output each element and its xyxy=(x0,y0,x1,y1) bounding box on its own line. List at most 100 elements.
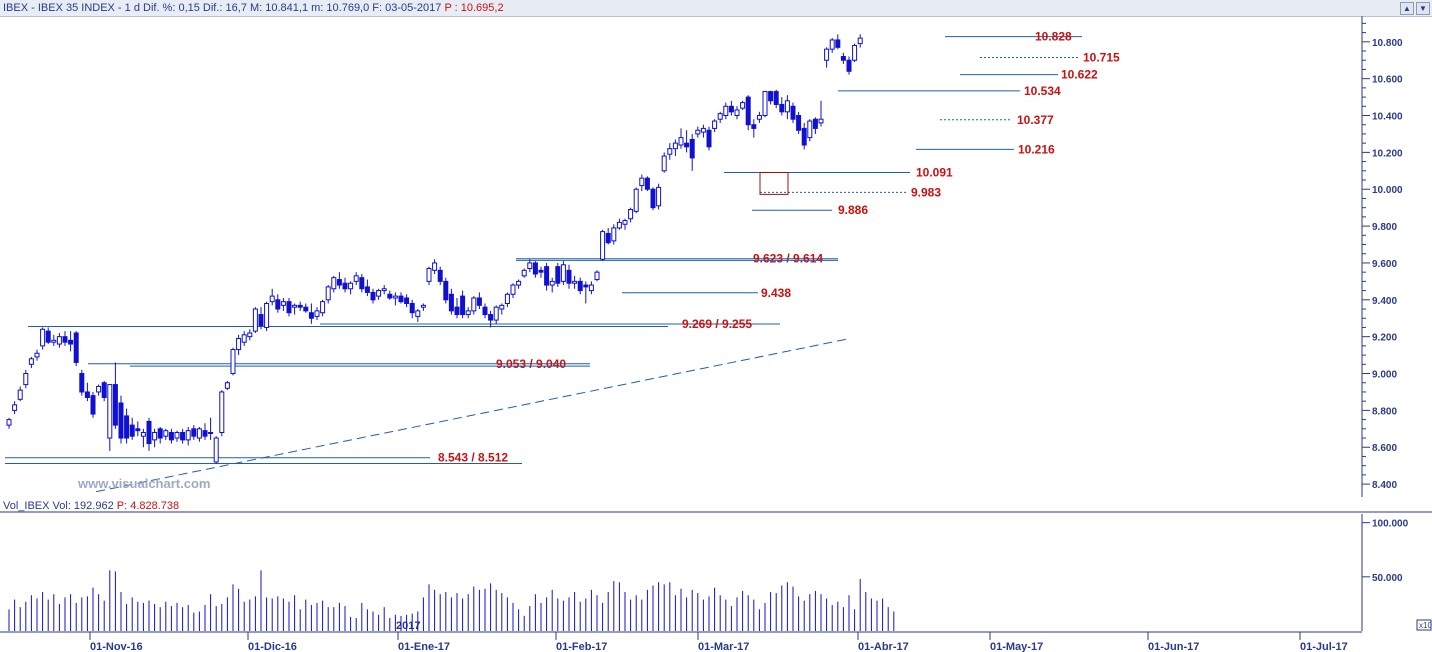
candle xyxy=(376,288,382,300)
candle-body-down xyxy=(448,293,454,312)
candle-body-down xyxy=(796,115,802,131)
candle-body-down xyxy=(45,330,51,343)
candle-body-up xyxy=(140,431,146,437)
candle xyxy=(348,281,354,295)
scroll-up-icon[interactable]: ▲ xyxy=(1400,2,1414,15)
candle xyxy=(521,268,527,278)
candle-body-down xyxy=(790,105,796,120)
candle-body-down xyxy=(482,306,488,316)
candle-body-up xyxy=(292,304,298,308)
candle-body-down xyxy=(297,304,303,308)
candle-body-up xyxy=(734,109,740,117)
candle xyxy=(622,218,628,230)
candle xyxy=(482,303,488,319)
candle-body-up xyxy=(12,404,18,411)
candle xyxy=(628,207,634,223)
candle xyxy=(359,274,365,293)
candle-body-down xyxy=(583,284,589,288)
candle xyxy=(224,380,230,391)
candle-body-up xyxy=(23,373,29,386)
candle xyxy=(644,176,650,192)
candle xyxy=(812,117,818,134)
candle-body-down xyxy=(79,373,85,393)
candle-body-down xyxy=(773,91,779,105)
candle-body-up xyxy=(196,428,202,439)
y-tick-label: 8.800 xyxy=(1372,406,1397,417)
candle-body-up xyxy=(432,262,438,271)
candle-body-down xyxy=(124,415,130,439)
candle xyxy=(796,111,802,134)
candle-body-down xyxy=(118,402,124,439)
x-tick-label: 01-Feb-17 xyxy=(556,641,607,652)
price-text: P : 10.695,2 xyxy=(444,2,504,14)
candle-body-up xyxy=(17,389,23,400)
candle xyxy=(824,47,830,68)
level-label: 8.543 / 8.512 xyxy=(438,451,508,465)
candle-body-down xyxy=(644,177,650,190)
candle xyxy=(499,303,505,315)
candle xyxy=(196,426,202,442)
candle xyxy=(180,428,186,444)
candle-body-up xyxy=(600,231,606,260)
volume-y-tick-label: 100.000 xyxy=(1372,519,1409,530)
year-marker: 2017 xyxy=(396,620,420,632)
candle-body-down xyxy=(180,431,186,441)
x-tick-label: 01-Jun-17 xyxy=(1148,641,1199,652)
y-tick-label: 9.800 xyxy=(1372,222,1397,233)
level-label: 10.828 xyxy=(1035,30,1072,44)
candle xyxy=(79,369,85,396)
candle xyxy=(308,303,314,324)
candle xyxy=(90,391,96,418)
candle-body-up xyxy=(695,129,701,135)
candle xyxy=(387,290,393,300)
scroll-down-icon[interactable]: ▼ xyxy=(1416,2,1430,15)
candle-body-up xyxy=(224,382,230,389)
candle xyxy=(191,425,197,440)
candle xyxy=(583,281,589,304)
candle-body-down xyxy=(751,124,757,129)
candle-body-up xyxy=(852,44,858,61)
y-tick-label: 9.200 xyxy=(1372,333,1397,344)
candle xyxy=(773,89,779,109)
candle-body-down xyxy=(538,269,544,273)
candle xyxy=(163,428,169,440)
candle xyxy=(588,281,594,295)
trend-line xyxy=(96,338,851,493)
candle xyxy=(286,297,292,317)
candle-body-down xyxy=(437,269,443,282)
candle xyxy=(476,292,482,310)
volume-header: Vol_IBEX Vol: 192.962 P: 4.828.738 xyxy=(3,500,179,512)
candle-body-up xyxy=(672,142,678,150)
candle-body-down xyxy=(846,59,852,72)
candle-body-down xyxy=(90,395,96,415)
candle-body-down xyxy=(398,295,404,303)
candle-body-down xyxy=(101,382,107,398)
candle xyxy=(404,294,410,308)
candle xyxy=(527,259,533,273)
candle-body-down xyxy=(476,297,482,306)
candle-body-up xyxy=(376,290,382,297)
candle-body-down xyxy=(801,127,807,146)
candle-body-down xyxy=(303,306,309,312)
candle-body-up xyxy=(678,137,684,146)
candle-body-up xyxy=(348,282,354,290)
candle-body-down xyxy=(650,188,656,209)
volume-text: Vol_IBEX Vol: 192.962 xyxy=(3,500,114,512)
candle-body-up xyxy=(717,113,723,120)
candle xyxy=(415,309,421,322)
candle-body-down xyxy=(157,428,163,439)
x-tick-label: 01-Ene-17 xyxy=(398,641,450,652)
candle-body-down xyxy=(359,277,365,290)
y-tick-label: 10.000 xyxy=(1372,185,1403,196)
candle-body-up xyxy=(807,120,813,139)
candle-body-up xyxy=(667,148,673,155)
candle xyxy=(712,119,718,133)
candle-body-down xyxy=(706,129,712,148)
candle-body-up xyxy=(252,308,258,332)
candle xyxy=(504,292,510,308)
candle xyxy=(577,277,583,295)
candle-body-down xyxy=(146,420,152,445)
candle-body-up xyxy=(40,328,46,347)
candle-body-up xyxy=(56,336,62,345)
level-label: 9.886 xyxy=(838,203,868,217)
